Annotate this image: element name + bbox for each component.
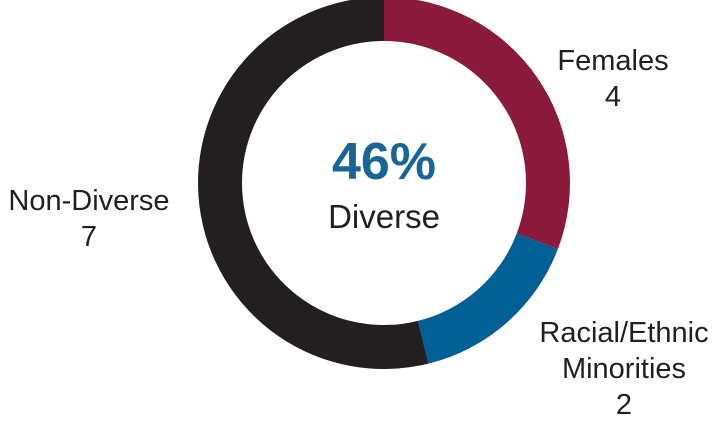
donut-slice-racial-ethnic-minorities [417, 233, 558, 364]
slice-value-3: 7 [81, 221, 97, 253]
donut-slice-non-diverse [197, 0, 429, 369]
slice-label-1-line-1: Females [557, 45, 668, 77]
center-percentage: 46% [332, 133, 436, 191]
donut-slices [197, 0, 571, 369]
slice-label-2-line-1: Racial/Ethnic [539, 317, 708, 349]
slice-value-1: 4 [605, 81, 621, 113]
slice-label-2-line-2: Minorities [562, 353, 686, 385]
slice-label-3-line-1: Non-Diverse [8, 185, 169, 217]
slice-value-2: 2 [616, 389, 632, 421]
donut-slice-females [384, 0, 571, 249]
center-caption: Diverse [328, 198, 440, 235]
slice-labels: Females 4 Racial/Ethnic Minorities 2 Non-Dive… [8, 45, 708, 421]
